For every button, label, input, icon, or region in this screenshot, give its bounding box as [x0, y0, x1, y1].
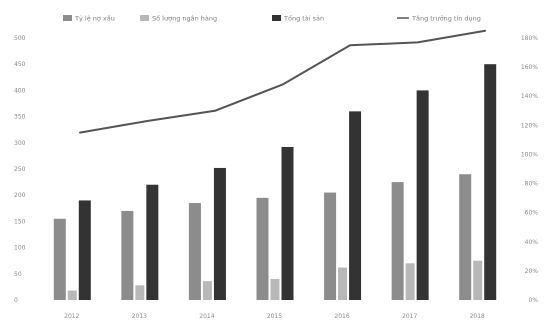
left-tick-label: 500: [14, 35, 26, 42]
bar-tỷ-lệ-nợ-xấu-2014: [188, 203, 201, 300]
right-tick-label: 20%: [525, 268, 539, 275]
bars: [53, 64, 497, 301]
bar-tổng-tài-sản-2013: [146, 184, 159, 300]
bar-tổng-tài-sản-2016: [349, 111, 362, 300]
x-tick-label: 2017: [402, 313, 417, 320]
line-point-2018: [484, 29, 487, 32]
bar-số-lượng-ngân-hàng-2012: [67, 290, 77, 300]
bar-số-lượng-ngân-hàng-2016: [338, 267, 348, 300]
line-point-2017: [416, 41, 419, 44]
line-point-2016: [349, 44, 351, 47]
left-tick-label: 200: [14, 192, 26, 199]
bar-tổng-tài-sản-2018: [484, 64, 497, 300]
legend-label-2: Tổng tài sản: [283, 14, 324, 23]
legend-label-1: Số lượng ngân hàng: [152, 15, 217, 23]
bar-tỷ-lệ-nợ-xấu-2012: [53, 218, 66, 300]
line-point-2013: [146, 120, 149, 122]
left-tick-label: 350: [14, 114, 26, 121]
right-tick-label: 160%: [521, 64, 538, 71]
bar-số-lượng-ngân-hàng-2015: [270, 279, 280, 300]
right-tick-label: 80%: [525, 181, 539, 188]
bar-tỷ-lệ-nợ-xấu-2013: [121, 210, 134, 300]
left-axis: 0 50 100 150 200 250 300 350 400 450 500: [14, 35, 26, 304]
x-tick-label: 2016: [334, 313, 349, 320]
bar-tổng-tài-sản-2012: [78, 200, 91, 300]
right-tick-label: 0%: [528, 297, 538, 304]
right-tick-label: 100%: [521, 151, 538, 158]
bar-tỷ-lệ-nợ-xấu-2018: [459, 174, 472, 300]
left-tick-label: 450: [14, 61, 26, 68]
right-tick-label: 40%: [525, 239, 539, 246]
left-tick-label: 0: [14, 297, 18, 304]
right-tick-label: 140%: [521, 93, 538, 100]
legend-swatch-2: [272, 15, 281, 21]
left-tick-label: 300: [14, 140, 26, 147]
bar-tổng-tài-sản-2014: [213, 167, 226, 300]
left-tick-label: 150: [14, 218, 26, 225]
line-point-2012: [78, 131, 81, 134]
bar-tỷ-lệ-nợ-xấu-2017: [391, 182, 404, 300]
bar-tỷ-lệ-nợ-xấu-2016: [324, 192, 337, 300]
bar-số-lượng-ngân-hàng-2017: [405, 263, 415, 300]
line-point-2014: [214, 109, 216, 112]
x-tick-label: 2014: [199, 313, 214, 320]
legend-swatch-0: [63, 15, 72, 21]
right-tick-label: 120%: [521, 122, 538, 129]
bar-số-lượng-ngân-hàng-2018: [473, 260, 483, 300]
x-tick-label: 2015: [267, 313, 282, 320]
right-axis: 0% 20% 40% 60% 80% 100% 120% 140% 160% 180%: [521, 35, 538, 304]
x-axis: 2012 2013 2014 2015 2016 2017 2018: [64, 313, 485, 320]
bar-tổng-tài-sản-2017: [416, 90, 429, 301]
bar-tỷ-lệ-nợ-xấu-2015: [256, 197, 269, 300]
left-tick-label: 400: [14, 87, 26, 94]
legend-swatch-1: [140, 15, 149, 21]
bar-số-lượng-ngân-hàng-2014: [202, 281, 212, 300]
bar-số-lượng-ngân-hàng-2013: [135, 285, 145, 300]
line-series: [78, 29, 487, 134]
right-tick-label: 180%: [521, 35, 538, 42]
right-tick-label: 60%: [525, 210, 539, 217]
legend-label-3: Tăng trưởng tín dụng: [411, 15, 481, 23]
legend-label-0: Tỷ lệ nợ xấu: [74, 14, 115, 23]
line-point-2015: [281, 83, 284, 86]
left-tick-label: 250: [14, 166, 26, 173]
x-tick-label: 2012: [64, 313, 79, 320]
legend: Tỷ lệ nợ xấu Số lượng ngân hàng Tổng tài s…: [63, 14, 481, 23]
x-tick-label: 2018: [470, 313, 485, 320]
left-tick-label: 50: [14, 271, 22, 278]
bar-tổng-tài-sản-2015: [281, 146, 294, 300]
x-tick-label: 2013: [132, 313, 147, 320]
left-tick-label: 100: [14, 245, 26, 252]
